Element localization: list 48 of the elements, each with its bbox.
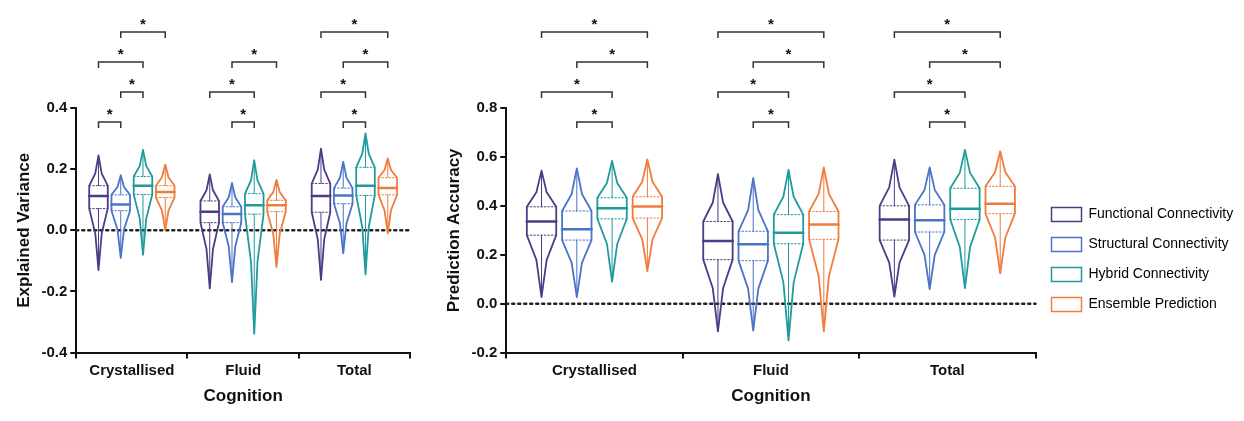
- text: *: [128, 75, 135, 92]
- x-axis-title: Cognition: [731, 386, 811, 406]
- text: *: [140, 15, 147, 32]
- y-tick-label: 0.2: [476, 244, 498, 262]
- y-axis-title: Explained Variance: [13, 152, 33, 308]
- text: *: [351, 15, 358, 32]
- annotation: *: [351, 105, 358, 122]
- text: *: [926, 75, 933, 92]
- y-tick-label: 0.8: [476, 98, 498, 116]
- text: *: [750, 75, 757, 92]
- x-tick-label: Crystallised: [89, 360, 175, 378]
- text: *: [785, 45, 792, 62]
- text: *: [609, 45, 616, 62]
- x-tick-label: Fluid: [752, 360, 789, 378]
- text: *: [362, 45, 369, 62]
- legend-label: Ensemble Prediction: [1088, 295, 1217, 312]
- x-tick-label: Crystallised: [551, 360, 637, 378]
- legend-label: Functional Connectivity: [1088, 205, 1234, 222]
- x-tick-label: Total: [929, 360, 965, 378]
- y-tick-label: -0.2: [41, 281, 68, 299]
- text: *: [340, 75, 347, 92]
- annotation: *: [591, 105, 598, 122]
- text: *: [573, 75, 580, 92]
- annotation: *: [767, 105, 774, 122]
- text: *: [591, 15, 598, 32]
- y-tick-label: -0.2: [471, 342, 498, 360]
- text: *: [962, 45, 969, 62]
- text: *: [117, 45, 124, 62]
- y-tick-label: 0.6: [476, 147, 498, 165]
- text: *: [229, 75, 236, 92]
- x-tick-label: Total: [337, 360, 372, 378]
- legend-label: Structural Connectivity: [1088, 235, 1229, 252]
- y-axis-title: Prediction Accuracy: [443, 147, 463, 313]
- y-tick-label: 0.4: [476, 195, 498, 213]
- annotation: *: [944, 105, 951, 122]
- annotation: *: [240, 105, 247, 122]
- y-tick-label: -0.4: [41, 342, 68, 360]
- annotation: *: [106, 105, 113, 122]
- text: *: [251, 45, 258, 62]
- y-tick-label: 0.0: [476, 293, 498, 311]
- text: *: [767, 15, 774, 32]
- text: *: [944, 15, 951, 32]
- legend-label: Hybrid Connectivity: [1088, 265, 1210, 282]
- y-tick-label: 0.2: [46, 159, 68, 177]
- x-axis-title: Cognition: [203, 386, 283, 406]
- y-tick-label: 0.4: [46, 98, 68, 116]
- x-tick-label: Fluid: [225, 360, 262, 378]
- y-tick-label: 0.0: [46, 220, 68, 238]
